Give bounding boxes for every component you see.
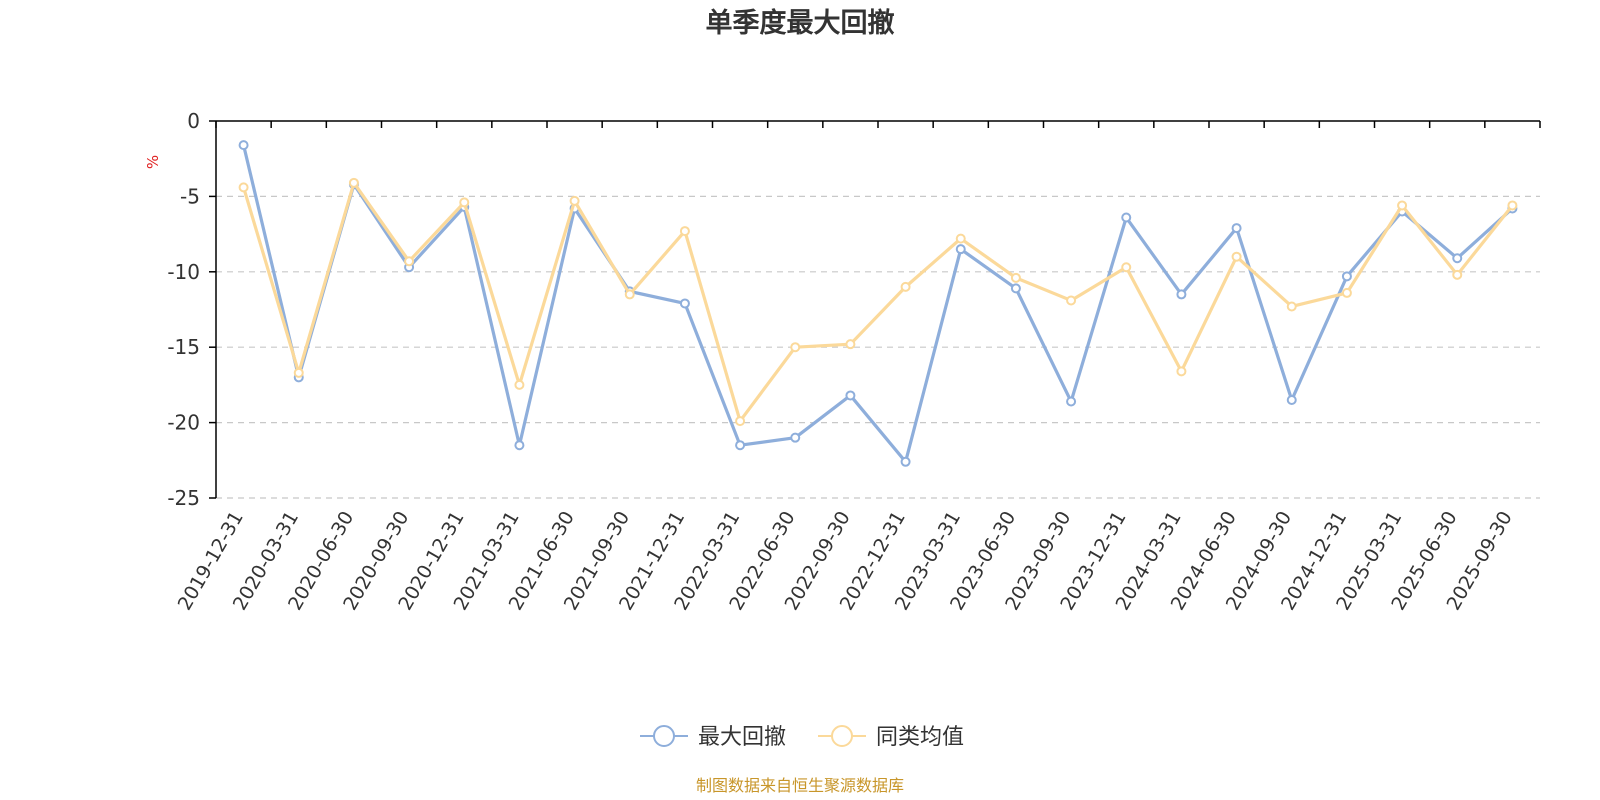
data-point (790, 432, 801, 443)
data-point (1286, 301, 1297, 312)
data-point (845, 339, 856, 350)
data-point (569, 195, 580, 206)
data-point (1010, 272, 1021, 283)
data-point (1010, 283, 1021, 294)
data-point (1121, 262, 1132, 273)
y-tick-label: -20 (167, 411, 200, 435)
y-tick-label: -25 (167, 486, 200, 510)
data-point (900, 281, 911, 292)
data-point (955, 233, 966, 244)
data-point (1231, 223, 1242, 234)
legend: 最大回撤 同类均值 (640, 725, 964, 750)
data-point (238, 140, 249, 151)
data-point (1341, 287, 1352, 298)
legend-marker (653, 725, 675, 747)
axes: 0-5-10-15-20-252019-12-312020-03-312020-… (167, 109, 1541, 614)
data-point (845, 390, 856, 401)
data-point (1231, 251, 1242, 262)
legend-item: 同类均值 (818, 725, 964, 750)
y-axis-label: % (144, 155, 162, 169)
data-point (1507, 200, 1518, 211)
data-point (1341, 271, 1352, 282)
legend-label: 同类均值 (876, 725, 964, 750)
data-point (238, 182, 249, 193)
data-point (1121, 212, 1132, 223)
data-point (900, 456, 911, 467)
data-point (1176, 366, 1187, 377)
series-line (242, 181, 1514, 423)
data-point (404, 256, 415, 267)
y-tick-label: 0 (187, 109, 200, 133)
data-point (1286, 394, 1297, 405)
data-point (348, 177, 359, 188)
data-point (679, 226, 690, 237)
data-point (735, 416, 746, 427)
y-tick-label: -15 (167, 335, 200, 359)
legend-marker (831, 725, 853, 747)
series-0 (238, 140, 1518, 467)
data-point (1066, 295, 1077, 306)
data-point (790, 342, 801, 353)
data-point (624, 289, 635, 300)
grid-lines (216, 195, 1540, 499)
data-point (459, 197, 470, 208)
legend-item: 最大回撤 (640, 725, 786, 750)
y-tick-label: -5 (180, 184, 200, 208)
y-tick-label: -10 (167, 260, 200, 284)
data-point (1452, 253, 1463, 264)
data-point (1397, 200, 1408, 211)
data-point (1452, 269, 1463, 280)
series-line (242, 144, 1514, 464)
series-lines (238, 140, 1518, 467)
data-point (1066, 396, 1077, 407)
data-point (955, 244, 966, 255)
chart-title: 单季度最大回撤 (706, 7, 895, 39)
data-point (514, 440, 525, 451)
source-note: 制图数据来自恒生聚源数据库 (696, 776, 904, 795)
data-point (514, 379, 525, 390)
data-point (1176, 289, 1187, 300)
data-point (293, 367, 304, 378)
series-1 (238, 177, 1518, 427)
legend-label: 最大回撤 (698, 725, 786, 750)
data-point (679, 298, 690, 309)
data-point (735, 440, 746, 451)
